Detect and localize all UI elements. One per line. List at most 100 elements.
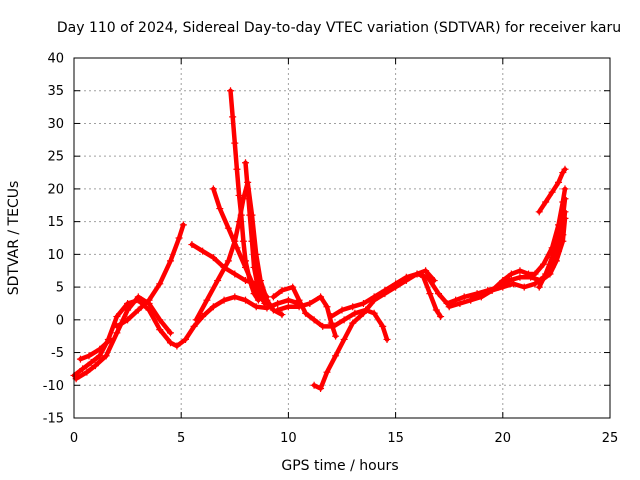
data-point [96, 352, 104, 360]
data-point [252, 303, 260, 311]
data-point [179, 221, 187, 229]
data-point [233, 244, 241, 252]
data-point [499, 277, 507, 285]
data-point [317, 385, 325, 393]
data-point [520, 283, 528, 291]
data-point [156, 326, 164, 334]
data-point [302, 309, 310, 317]
data-point [477, 293, 485, 301]
chart-title: Day 110 of 2024, Sidereal Day-to-day VTE… [57, 20, 621, 36]
plot-frame [73, 57, 611, 419]
data-point [79, 365, 87, 373]
data-point [166, 257, 174, 265]
data-point [242, 257, 250, 265]
data-point [192, 316, 200, 324]
data-point [209, 303, 217, 311]
data-point [422, 267, 430, 275]
data-point [359, 309, 367, 317]
data-point [188, 241, 196, 249]
data-point [220, 296, 228, 304]
data-point [156, 316, 164, 324]
data-point [525, 270, 533, 278]
y-tick-label: 20 [47, 182, 64, 197]
data-point [203, 296, 211, 304]
series-11 [274, 293, 340, 340]
data-point [199, 247, 207, 255]
data-point [214, 277, 222, 285]
data-point [113, 313, 121, 321]
series-3 [76, 335, 114, 363]
data-point [209, 254, 217, 262]
data-point [349, 319, 357, 327]
data-point [231, 270, 239, 278]
data-point [76, 355, 84, 363]
series-14 [419, 273, 445, 321]
series-track-line [114, 222, 186, 329]
data-point [555, 178, 563, 186]
data-point [499, 283, 507, 291]
y-tick-label: 40 [47, 52, 64, 67]
data-point [531, 270, 539, 278]
data-point [510, 280, 518, 288]
x-tick-label: 20 [495, 431, 512, 446]
data-point [340, 335, 348, 343]
data-point [332, 332, 340, 340]
data-point [229, 113, 237, 121]
data-point [295, 303, 303, 311]
data-point [224, 257, 232, 265]
data-point [248, 237, 256, 245]
data-point [216, 205, 224, 213]
y-tick-label: 15 [47, 215, 64, 230]
data-point [209, 185, 217, 193]
data-point [456, 299, 464, 307]
x-axis-title: GPS time / hours [281, 458, 398, 474]
data-point [488, 286, 496, 294]
y-tick-label: 0 [56, 313, 64, 328]
data-point [231, 139, 239, 147]
data-point [327, 313, 335, 321]
series-17 [535, 195, 569, 291]
data-point [531, 280, 539, 288]
data-point [467, 296, 475, 304]
data-point [419, 273, 427, 281]
data-point [96, 345, 104, 353]
data-point [166, 329, 174, 337]
data-point [351, 309, 359, 317]
x-tick-label: 0 [70, 431, 78, 446]
data-point [113, 322, 121, 330]
data-point [370, 293, 378, 301]
data-point [289, 283, 297, 291]
y-axis-title: SDTVAR / TECUs [6, 181, 22, 296]
data-point [559, 214, 567, 222]
data-point [145, 296, 153, 304]
data-point [516, 273, 524, 281]
data-point [323, 368, 331, 376]
data-point [306, 299, 314, 307]
x-tick-label: 10 [280, 431, 297, 446]
y-tick-label: 5 [56, 281, 64, 296]
data-point [445, 303, 453, 311]
data-point [134, 293, 142, 301]
series-track-line [421, 275, 443, 319]
data-point [561, 185, 569, 193]
data-point [246, 211, 254, 219]
data-point [278, 311, 286, 319]
data-point [220, 263, 228, 271]
y-tick-label: -15 [43, 412, 64, 427]
data-point [175, 234, 183, 242]
data-point [278, 286, 286, 294]
y-tick-label: 25 [47, 150, 64, 165]
data-point [310, 381, 318, 389]
series-8 [242, 159, 269, 307]
data-point [310, 316, 318, 324]
x-tick-label: 15 [387, 431, 404, 446]
data-point [434, 290, 442, 298]
axis-ticks [73, 57, 611, 419]
data-point [106, 335, 114, 343]
y-tick-label: 10 [47, 248, 64, 263]
data-point [383, 335, 391, 343]
data-point [402, 273, 410, 281]
series-track-line [78, 337, 113, 362]
data-point [267, 303, 275, 311]
